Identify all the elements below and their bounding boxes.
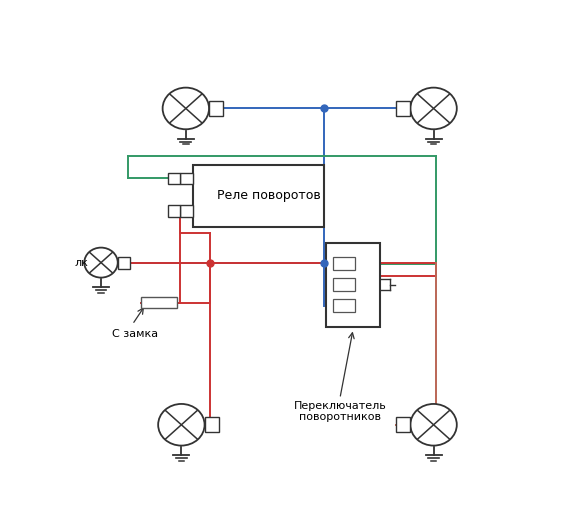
Bar [209, 101, 223, 116]
Circle shape [84, 248, 118, 278]
Text: С замка: С замка [112, 329, 158, 339]
Bar [333, 299, 355, 313]
Text: Переключатель
поворотников: Переключатель поворотников [293, 401, 386, 422]
Bar [396, 417, 410, 432]
Circle shape [410, 88, 457, 129]
Bar [141, 297, 177, 308]
Bar [327, 242, 380, 327]
Bar [192, 164, 324, 227]
Bar [333, 278, 355, 291]
Text: Реле поворотов: Реле поворотов [217, 189, 321, 202]
Bar [168, 205, 180, 217]
Bar [180, 173, 192, 184]
Text: лк: лк [74, 257, 88, 268]
Circle shape [410, 404, 457, 446]
Bar [168, 173, 180, 184]
Bar [180, 205, 192, 217]
Bar [333, 257, 355, 270]
Bar [118, 256, 130, 269]
Bar [204, 417, 219, 432]
Bar [396, 101, 410, 116]
Circle shape [158, 404, 204, 446]
Circle shape [162, 88, 209, 129]
